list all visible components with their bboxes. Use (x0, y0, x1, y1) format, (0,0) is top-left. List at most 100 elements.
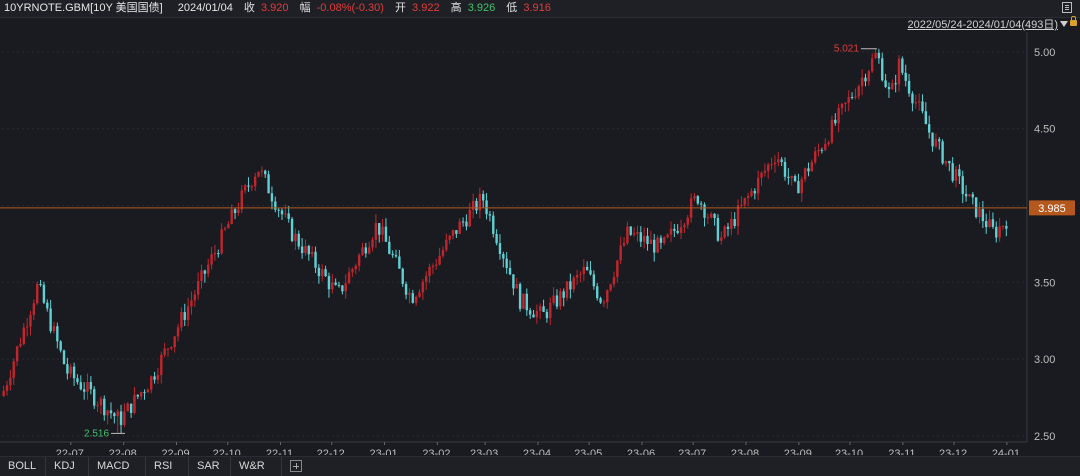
candle-body (844, 102, 847, 104)
close-label: 收 (243, 2, 255, 14)
tab-wr[interactable]: W&R (231, 457, 282, 476)
candle-body (384, 226, 388, 242)
candle-body (726, 226, 730, 229)
candle-body (79, 382, 83, 390)
candle-body (82, 389, 86, 392)
candle-body (981, 209, 985, 222)
candle-body (780, 159, 783, 162)
candle-body (596, 286, 599, 299)
candle-body (995, 226, 998, 238)
candle-body (756, 177, 760, 194)
candle-body (378, 223, 381, 235)
candle-body (42, 284, 46, 303)
candle-body (488, 214, 492, 216)
candle-body (887, 86, 891, 90)
candle-body (575, 274, 579, 278)
candle-body (143, 392, 146, 394)
candle-body (951, 163, 954, 181)
candle-body (468, 209, 471, 227)
candle-body (290, 218, 294, 242)
x-tick-label: 23-12 (939, 448, 967, 455)
candle-body (448, 235, 451, 240)
candle-body (884, 80, 887, 87)
candle-body (569, 281, 572, 290)
candle-body (56, 326, 59, 342)
candle-body (287, 213, 290, 219)
candle-body (978, 209, 981, 218)
current-price-text: 3.985 (1038, 203, 1066, 215)
candle-body (371, 239, 374, 248)
candle-body (109, 410, 113, 414)
candle-body (599, 298, 602, 303)
candle-body (539, 306, 542, 311)
tab-boll[interactable]: BOLL (0, 457, 46, 476)
change-value: -0.08%(-0.30) (316, 2, 384, 14)
candle-body (367, 247, 371, 254)
candle-body (763, 170, 767, 173)
tab-kdj[interactable]: KDJ (46, 457, 89, 476)
plus-square-icon[interactable] (290, 460, 302, 472)
candle-body (686, 217, 689, 225)
candle-body (931, 132, 934, 147)
candle-body (834, 119, 837, 124)
candle-body (304, 245, 307, 254)
tab-sar[interactable]: SAR (189, 457, 231, 476)
x-tick-label: 23-02 (422, 448, 450, 455)
candle-body (156, 374, 160, 380)
candle-body (649, 239, 653, 244)
quote-header: 10YRNOTE.GBM[10Y 美国国债] 2024/01/04 收 3.92… (0, 0, 1080, 18)
candle-body (69, 366, 72, 374)
candle-body (854, 96, 857, 98)
candle-body (471, 200, 475, 210)
candle-body (119, 411, 123, 426)
candle-body (676, 230, 679, 233)
candle-body (837, 108, 840, 124)
chart-grid (2, 32, 1028, 442)
candle-body (948, 160, 951, 164)
candle-body (985, 221, 988, 228)
candle-body (99, 398, 103, 406)
candle-body (492, 215, 495, 234)
candle-body (659, 237, 663, 243)
candle-body (428, 266, 431, 276)
kline-chart[interactable]: 5.004.504.003.503.002.50 22-0522-0722-08… (0, 32, 1080, 455)
candle-body (264, 170, 267, 175)
candle-body (656, 237, 659, 253)
candle-body (542, 306, 545, 312)
y-tick-label: 3.00 (1034, 354, 1055, 366)
date-range-link[interactable]: 2022/05/24-2024/01/04(493日) (907, 19, 1058, 31)
tab-rsi[interactable]: RSI (146, 457, 189, 476)
candle-body (337, 284, 341, 286)
candle-body (9, 377, 12, 386)
candle-body (917, 101, 921, 103)
candle-body (424, 275, 428, 282)
candle-body (777, 159, 780, 163)
candle-body (418, 292, 421, 297)
x-tick-label: 23-03 (470, 448, 498, 455)
candle-body (998, 226, 1001, 238)
candle-body (160, 354, 163, 375)
triangle-down-icon[interactable] (1060, 21, 1068, 27)
candle-body (545, 311, 549, 319)
candle-body (347, 272, 351, 284)
candle-body (260, 170, 264, 172)
lock-icon[interactable] (1070, 16, 1077, 26)
candle-body (666, 234, 669, 238)
symbol-name: 10YRNOTE.GBM[10Y 美国国债] (4, 2, 163, 14)
high-label: 高 (450, 2, 462, 14)
candle-body (874, 52, 877, 59)
candle-body (183, 312, 186, 320)
candle-body (72, 366, 76, 379)
notebook-icon[interactable] (1062, 2, 1072, 13)
candle-body (867, 71, 871, 82)
low-value: 3.916 (523, 2, 551, 14)
candle-body (237, 209, 240, 213)
candle-body (974, 197, 978, 218)
candle-body (716, 218, 720, 241)
candle-body (461, 221, 465, 223)
candle-body (39, 284, 42, 286)
tab-macd[interactable]: MACD (89, 457, 146, 476)
candle-body (549, 302, 552, 319)
candle-body (180, 312, 183, 328)
candle-body (770, 164, 773, 166)
